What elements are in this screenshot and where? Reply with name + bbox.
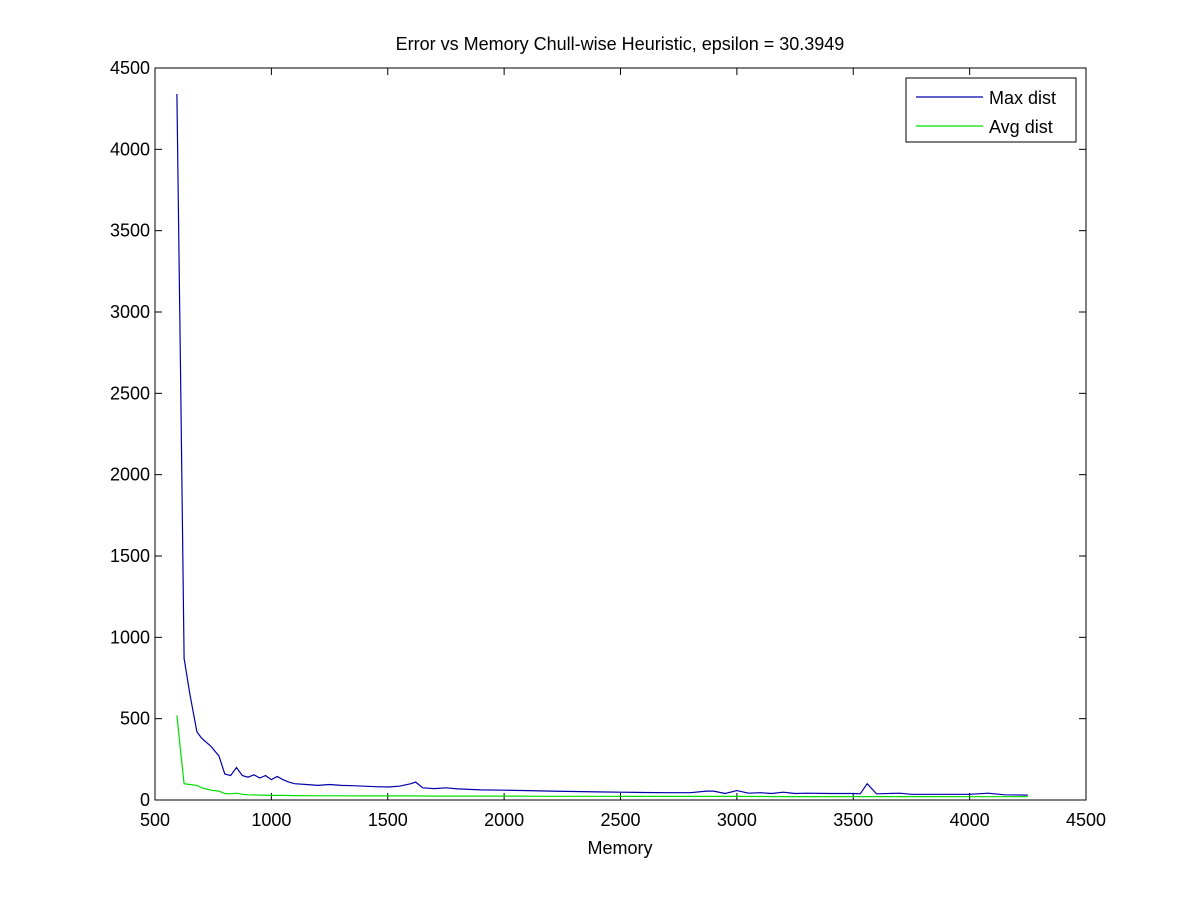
- x-tick-label: 2000: [484, 810, 524, 830]
- x-tick-label: 4000: [950, 810, 990, 830]
- series-line-max-dist: [176, 93, 1028, 796]
- series-line-avg-dist: [176, 715, 1028, 798]
- y-tick-label: 1000: [110, 627, 150, 647]
- x-tick-label: 4500: [1066, 810, 1106, 830]
- x-tick-label: 2500: [600, 810, 640, 830]
- chart-title: Error vs Memory Chull-wise Heuristic, ep…: [396, 34, 845, 54]
- legend-box: [905, 77, 1077, 143]
- y-tick-label: 4000: [110, 139, 150, 159]
- x-tick-label: 1000: [251, 810, 291, 830]
- y-tick-label: 2500: [110, 383, 150, 403]
- y-tick-label: 500: [120, 709, 150, 729]
- y-tick-label: 2000: [110, 465, 150, 485]
- y-tick-label: 1500: [110, 546, 150, 566]
- x-tick-label: 3000: [717, 810, 757, 830]
- legend-label-avg-dist: Avg dist: [989, 117, 1053, 137]
- legend-label-max-dist: Max dist: [989, 88, 1056, 108]
- y-tick-label: 3500: [110, 221, 150, 241]
- y-tick-label: 0: [140, 790, 150, 810]
- x-axis-ticks: 500 1000 1500 2000 2500 3000 3500 4000 4500: [140, 68, 1106, 830]
- series-layer: [176, 93, 1028, 798]
- x-tick-label: 3500: [833, 810, 873, 830]
- y-tick-label: 3000: [110, 302, 150, 322]
- y-axis-ticks: 0 500 1000 1500 2000 2500 3000 3500 4000 4500: [110, 58, 1086, 810]
- x-axis-label: Memory: [587, 838, 652, 858]
- x-tick-label: 500: [140, 810, 170, 830]
- plot-area: [154, 67, 1087, 801]
- legend: Max dist Avg dist: [905, 77, 1077, 143]
- y-tick-label: 4500: [110, 58, 150, 78]
- x-tick-label: 1500: [368, 810, 408, 830]
